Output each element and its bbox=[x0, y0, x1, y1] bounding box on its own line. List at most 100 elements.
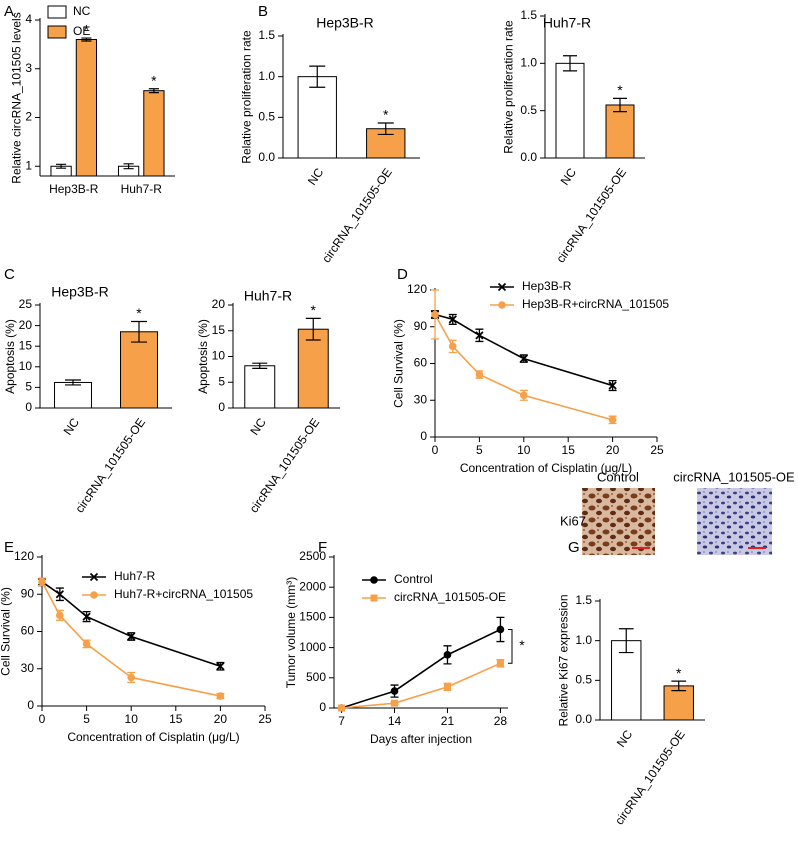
y-tick-label: 3 bbox=[25, 61, 32, 75]
marker bbox=[475, 331, 484, 340]
chart-title: Huh7-R bbox=[244, 288, 292, 304]
panel-letter: F bbox=[318, 539, 327, 556]
error-bar bbox=[618, 628, 634, 654]
x-tick-label: NC bbox=[614, 727, 636, 750]
y-tick-label: 2500 bbox=[299, 549, 326, 563]
significance: * bbox=[84, 22, 90, 38]
marker bbox=[443, 651, 452, 659]
x-tick-label: 21 bbox=[441, 714, 455, 728]
x-tick-label: Hep3B-R bbox=[49, 182, 99, 196]
significance: * bbox=[676, 665, 682, 681]
x-tick-label: 25 bbox=[650, 443, 664, 457]
y-tick-label: 5 bbox=[218, 374, 225, 388]
marker bbox=[390, 687, 399, 695]
image-label: Control bbox=[597, 469, 639, 484]
marker bbox=[370, 594, 378, 602]
y-tick-label: 20 bbox=[212, 297, 226, 311]
annotation: * bbox=[519, 637, 525, 653]
marker bbox=[127, 632, 136, 641]
bar bbox=[663, 685, 694, 721]
ki67-images: Control circRNA_101505-OE Ki67 bbox=[560, 469, 795, 555]
bar bbox=[75, 39, 98, 177]
error-bar bbox=[148, 88, 159, 94]
y-tick-label: 0.0 bbox=[258, 150, 275, 164]
marker bbox=[520, 391, 528, 400]
y-tick-label: 0.5 bbox=[520, 103, 537, 117]
y-tick-label: 500 bbox=[306, 670, 326, 684]
series-line bbox=[434, 314, 613, 421]
x-axis-label: Days after injection bbox=[370, 732, 472, 746]
significance: * bbox=[151, 72, 157, 88]
y-tick-label: 25 bbox=[19, 297, 33, 311]
marker bbox=[448, 342, 457, 351]
marker bbox=[89, 572, 99, 582]
x-tick-label: 20 bbox=[606, 443, 620, 457]
marker bbox=[608, 381, 617, 390]
x-tick-label: circRNA_101505-OE bbox=[72, 416, 148, 516]
error-bar bbox=[65, 379, 81, 386]
error-bar bbox=[613, 97, 627, 113]
x-tick-label: circRNA_101505-OE bbox=[319, 166, 395, 266]
marker bbox=[448, 315, 457, 324]
y-axis-label: Apoptosis (%) bbox=[3, 319, 17, 394]
panel-letter: E bbox=[4, 539, 14, 556]
marker bbox=[496, 625, 505, 634]
panel-letter: G bbox=[568, 539, 580, 556]
x-tick-label: 0 bbox=[39, 712, 46, 726]
y-axis-label: Apoptosis (%) bbox=[196, 319, 210, 394]
y-tick-label: 1.0 bbox=[258, 69, 275, 83]
y-tick-label: 0 bbox=[25, 400, 32, 414]
marker bbox=[519, 354, 528, 363]
marker bbox=[127, 673, 135, 682]
marker bbox=[370, 576, 378, 584]
marker bbox=[55, 590, 64, 599]
marker bbox=[391, 699, 399, 707]
y-tick-label: 0 bbox=[218, 400, 225, 414]
y-tick-label: 120 bbox=[407, 282, 427, 296]
y-tick-label: 1.5 bbox=[258, 28, 275, 42]
error-bar bbox=[56, 163, 67, 169]
significance: * bbox=[311, 302, 317, 318]
y-tick-label: 1.5 bbox=[520, 8, 537, 22]
x-tick-label: NC bbox=[558, 165, 580, 188]
x-tick-label: Huh7-R bbox=[121, 182, 163, 196]
error-bar bbox=[671, 680, 687, 692]
y-tick-label: 1 bbox=[25, 158, 32, 172]
marker bbox=[475, 370, 484, 379]
bar bbox=[297, 328, 329, 409]
y-tick-label: 1000 bbox=[299, 640, 326, 654]
legend-label: OE bbox=[73, 24, 90, 38]
y-tick-label: 2000 bbox=[299, 579, 326, 593]
series-line bbox=[434, 313, 613, 387]
y-tick-label: 15 bbox=[19, 338, 33, 352]
x-tick-label: 25 bbox=[258, 712, 272, 726]
bracket bbox=[508, 628, 513, 664]
legend-label: Huh7-R bbox=[114, 569, 156, 583]
error-bar bbox=[377, 122, 394, 136]
x-tick-label: NC bbox=[61, 415, 83, 438]
error-bar bbox=[252, 362, 268, 369]
y-tick-label: 2 bbox=[25, 110, 32, 124]
y-tick-label: 0.0 bbox=[575, 712, 592, 726]
legend-label: circRNA_101505-OE bbox=[394, 590, 506, 604]
marker bbox=[56, 611, 64, 620]
y-tick-label: 30 bbox=[414, 392, 428, 406]
y-tick-label: 30 bbox=[21, 661, 35, 675]
x-tick-label: 7 bbox=[338, 714, 345, 728]
marker bbox=[496, 659, 504, 667]
y-axis-label: Cell Survival (%) bbox=[0, 587, 12, 676]
bar bbox=[555, 62, 585, 159]
marker bbox=[608, 416, 617, 424]
x-tick-label: 14 bbox=[388, 714, 402, 728]
y-tick-label: 60 bbox=[21, 624, 35, 638]
legend-swatch bbox=[47, 5, 67, 19]
marker bbox=[338, 704, 346, 712]
y-tick-label: 15 bbox=[212, 323, 226, 337]
y-tick-label: 10 bbox=[19, 359, 33, 373]
bar bbox=[366, 128, 406, 159]
y-axis-label: Relative Ki67 expression bbox=[556, 594, 570, 726]
x-axis-label: Concentration of Cisplatin (μg/L) bbox=[67, 730, 239, 744]
x-tick-label: 10 bbox=[125, 712, 139, 726]
